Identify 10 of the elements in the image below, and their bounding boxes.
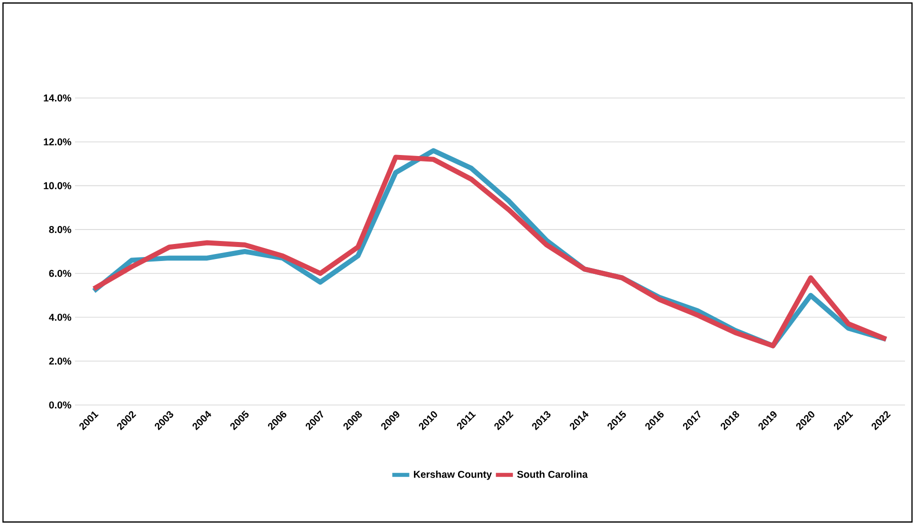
y-tick-label: 10.0%: [44, 182, 72, 190]
y-tick-label: 4.0%: [48, 314, 72, 321]
legend-label: South Carolina: [517, 470, 588, 478]
y-tick-label: 8.0%: [49, 226, 72, 234]
y-tick-label: 0.0%: [49, 401, 72, 409]
y-tick-label: 6.0%: [49, 270, 72, 277]
y-tick-label: 12.0%: [44, 138, 72, 146]
legend-label: Kershaw County: [414, 470, 492, 480]
y-tick-label: 2.0%: [49, 358, 72, 365]
y-tick-label: 14.0%: [44, 94, 72, 102]
